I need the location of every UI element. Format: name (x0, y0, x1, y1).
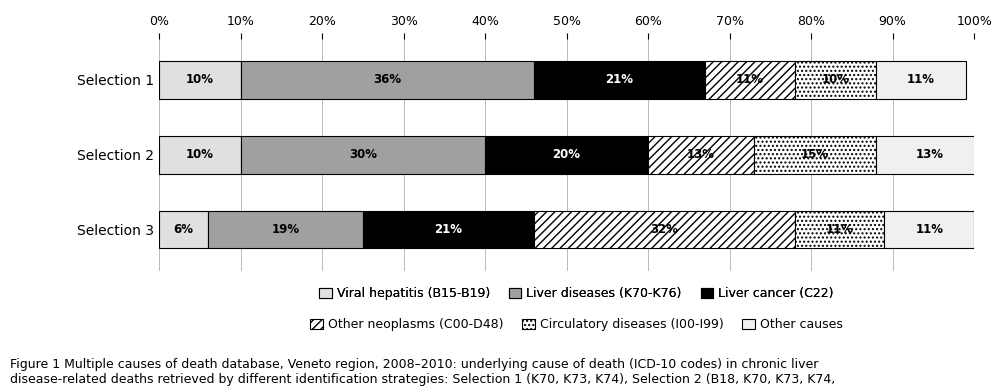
Text: 11%: 11% (826, 223, 854, 236)
Text: 21%: 21% (434, 223, 462, 236)
Text: 15%: 15% (801, 148, 829, 161)
Bar (159, 211, 208, 248)
Bar (877, 136, 982, 173)
Text: 19%: 19% (271, 223, 299, 236)
Text: 20%: 20% (553, 148, 580, 161)
Text: 6%: 6% (174, 223, 194, 236)
Bar (754, 136, 877, 173)
Bar (241, 136, 485, 173)
Text: 30%: 30% (349, 148, 377, 161)
Bar (795, 211, 885, 248)
Bar (648, 136, 754, 173)
Text: 13%: 13% (915, 148, 943, 161)
Text: 13%: 13% (687, 148, 715, 161)
Bar (705, 61, 795, 99)
Bar (363, 211, 534, 248)
Bar (208, 211, 363, 248)
Text: 32%: 32% (650, 223, 678, 236)
Bar (159, 61, 241, 99)
Bar (534, 211, 795, 248)
Text: 11%: 11% (736, 74, 764, 86)
Text: 36%: 36% (373, 74, 402, 86)
Text: 11%: 11% (915, 223, 943, 236)
Bar (485, 136, 648, 173)
Text: 21%: 21% (605, 74, 633, 86)
Legend: Viral hepatitis (B15-B19), Liver diseases (K70-K76), Liver cancer (C22): Viral hepatitis (B15-B19), Liver disease… (314, 282, 839, 305)
Text: Figure 1 Multiple causes of death database, Veneto region, 2008–2010: underlying: Figure 1 Multiple causes of death databa… (10, 358, 835, 387)
Bar (877, 61, 966, 99)
Bar (159, 136, 241, 173)
Bar (795, 61, 877, 99)
Text: 11%: 11% (908, 74, 935, 86)
Bar (241, 61, 534, 99)
Legend: Other neoplasms (C00-D48), Circulatory diseases (I00-I99), Other causes: Other neoplasms (C00-D48), Circulatory d… (305, 313, 848, 336)
Bar (885, 211, 974, 248)
Text: 10%: 10% (186, 148, 214, 161)
Bar (534, 61, 705, 99)
Text: 10%: 10% (186, 74, 214, 86)
Text: 10%: 10% (822, 74, 850, 86)
